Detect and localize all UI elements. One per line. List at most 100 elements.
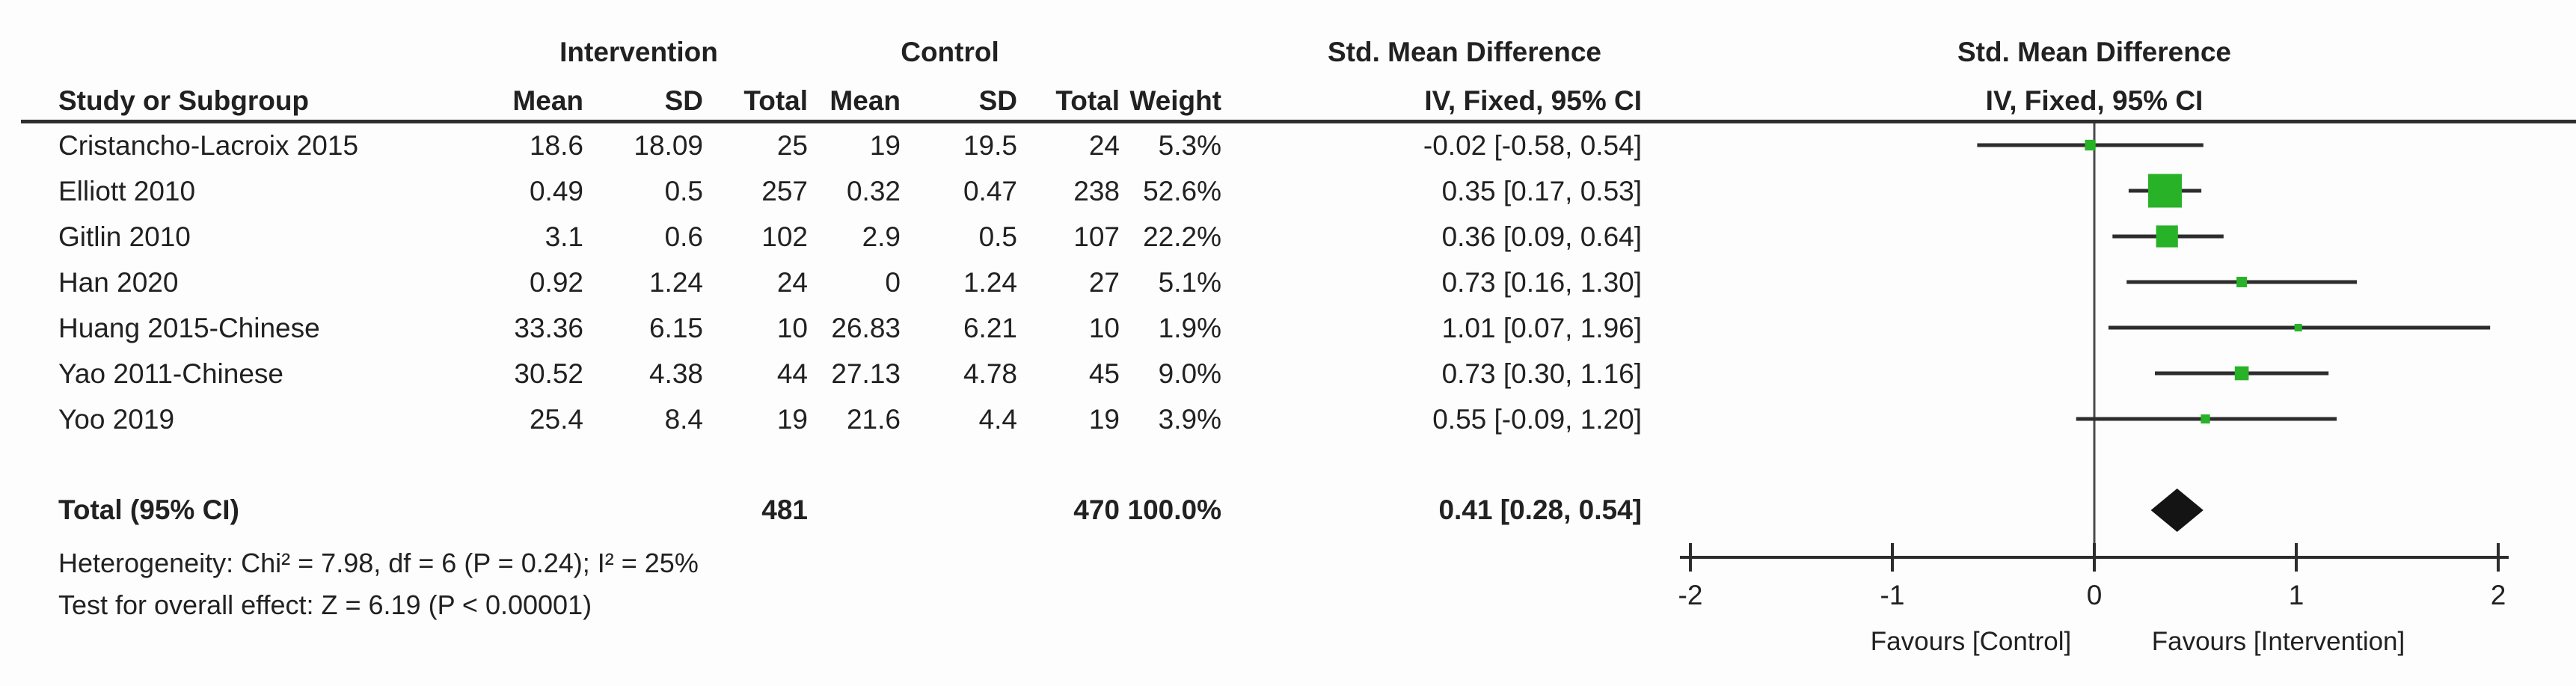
cell-study-name: Yoo 2019 bbox=[58, 404, 175, 435]
col-header-model: IV, Fixed, 95% CI bbox=[1424, 85, 1642, 116]
effect-square bbox=[2234, 366, 2249, 381]
cell-weight: 22.2% bbox=[1143, 221, 1221, 252]
cell-study-name: Cristancho-Lacroix 2015 bbox=[58, 130, 359, 161]
cell-ctl-total: 10 bbox=[1088, 313, 1120, 343]
cell-int-mean: 25.4 bbox=[529, 404, 583, 435]
cell-weight: 5.3% bbox=[1158, 130, 1221, 161]
cell-weight: 5.1% bbox=[1158, 267, 1221, 298]
cell-ctl-mean: 2.9 bbox=[862, 221, 901, 252]
cell-smd-ci: 0.73 [0.16, 1.30] bbox=[1441, 267, 1642, 298]
overall-effect-line: Test for overall effect: Z = 6.19 (P < 0… bbox=[58, 589, 592, 620]
effect-square bbox=[2156, 225, 2178, 248]
header-rule bbox=[21, 120, 2576, 123]
cell-ctl-total: 24 bbox=[1088, 130, 1120, 161]
total-row-label: Total (95% CI) bbox=[58, 494, 239, 525]
cell-ctl-mean: 0 bbox=[885, 267, 901, 298]
cell-ctl-sd: 1.24 bbox=[963, 267, 1017, 298]
cell-weight: 1.9% bbox=[1158, 313, 1221, 343]
cell-int-sd: 0.6 bbox=[664, 221, 703, 252]
cell-smd-ci: -0.02 [-0.58, 0.54] bbox=[1423, 130, 1642, 161]
cell-ctl-mean: 27.13 bbox=[831, 358, 901, 389]
favours-right-label: Favours [Intervention] bbox=[2152, 627, 2405, 656]
cell-smd-ci: 0.73 [0.30, 1.16] bbox=[1441, 358, 1642, 389]
total-ctl-total: 470 bbox=[1073, 494, 1120, 525]
cell-int-total: 10 bbox=[776, 313, 808, 343]
cell-ctl-sd: 4.78 bbox=[963, 358, 1017, 389]
cell-smd-ci: 0.55 [-0.09, 1.20] bbox=[1432, 404, 1642, 435]
cell-int-sd: 18.09 bbox=[634, 130, 703, 161]
cell-int-total: 24 bbox=[776, 267, 808, 298]
cell-int-sd: 8.4 bbox=[664, 404, 703, 435]
cell-study-name: Han 2020 bbox=[58, 267, 179, 298]
cell-int-total: 19 bbox=[776, 404, 808, 435]
total-smd-ci: 0.41 [0.28, 0.54] bbox=[1438, 494, 1642, 525]
cell-smd-ci: 0.36 [0.09, 0.64] bbox=[1441, 221, 1642, 252]
cell-study-name: Huang 2015-Chinese bbox=[58, 313, 320, 343]
cell-study-name: Elliott 2010 bbox=[58, 176, 196, 206]
effect-square bbox=[2294, 324, 2302, 331]
cell-ctl-total: 107 bbox=[1073, 221, 1120, 252]
col-header-int-mean: Mean bbox=[512, 85, 583, 116]
cell-ctl-mean: 21.6 bbox=[846, 404, 901, 435]
cell-weight: 52.6% bbox=[1143, 176, 1221, 206]
cell-ctl-total: 27 bbox=[1088, 267, 1120, 298]
overall-diamond bbox=[2150, 489, 2204, 532]
tick-label: -2 bbox=[1678, 580, 1703, 610]
cell-weight: 3.9% bbox=[1158, 404, 1221, 435]
cell-int-mean: 30.52 bbox=[514, 358, 583, 389]
col-header-ctl-sd: SD bbox=[978, 85, 1017, 116]
col-header-weight: Weight bbox=[1129, 85, 1221, 116]
effect-square bbox=[2148, 174, 2182, 208]
cell-int-total: 44 bbox=[776, 358, 808, 389]
cell-weight: 9.0% bbox=[1158, 358, 1221, 389]
cell-ctl-mean: 0.32 bbox=[846, 176, 901, 206]
effect-square bbox=[2085, 139, 2096, 151]
cell-ctl-sd: 0.5 bbox=[978, 221, 1017, 252]
group-header-intervention: Intervention bbox=[559, 37, 718, 67]
cell-ctl-total: 238 bbox=[1073, 176, 1120, 206]
smd-plot-header: Std. Mean Difference bbox=[1957, 37, 2231, 67]
cell-int-mean: 18.6 bbox=[529, 130, 583, 161]
plot-header-model: IV, Fixed, 95% CI bbox=[1985, 85, 2204, 116]
tick-label: 1 bbox=[2289, 580, 2304, 610]
cell-int-total: 25 bbox=[776, 130, 808, 161]
cell-ctl-sd: 4.4 bbox=[978, 404, 1017, 435]
cell-int-total: 102 bbox=[761, 221, 808, 252]
cell-int-sd: 0.5 bbox=[664, 176, 703, 206]
smd-column-header: Std. Mean Difference bbox=[1328, 37, 1601, 67]
col-header-int-sd: SD bbox=[664, 85, 703, 116]
cell-int-sd: 1.24 bbox=[648, 267, 703, 298]
cell-smd-ci: 1.01 [0.07, 1.96] bbox=[1441, 313, 1642, 343]
total-weight: 100.0% bbox=[1127, 494, 1222, 525]
cell-int-mean: 3.1 bbox=[545, 221, 583, 252]
cell-int-sd: 6.15 bbox=[648, 313, 703, 343]
cell-study-name: Gitlin 2010 bbox=[58, 221, 191, 252]
group-header-control: Control bbox=[901, 37, 999, 67]
col-header-study: Study or Subgroup bbox=[58, 85, 310, 116]
cell-int-total: 257 bbox=[761, 176, 808, 206]
cell-ctl-total: 19 bbox=[1088, 404, 1120, 435]
col-header-ctl-mean: Mean bbox=[829, 85, 901, 116]
cell-ctl-total: 45 bbox=[1088, 358, 1120, 389]
cell-ctl-mean: 26.83 bbox=[831, 313, 901, 343]
cell-smd-ci: 0.35 [0.17, 0.53] bbox=[1441, 176, 1642, 206]
cell-int-mean: 0.49 bbox=[529, 176, 583, 206]
cell-ctl-mean: 19 bbox=[869, 130, 901, 161]
tick-label: -1 bbox=[1880, 580, 1905, 610]
cell-study-name: Yao 2011-Chinese bbox=[58, 358, 284, 389]
effect-square bbox=[2236, 276, 2248, 288]
favours-left-label: Favours [Control] bbox=[1871, 627, 2071, 656]
tick-label: 0 bbox=[2087, 580, 2103, 610]
heterogeneity-line: Heterogeneity: Chi² = 7.98, df = 6 (P = … bbox=[58, 548, 699, 578]
total-int-total: 481 bbox=[761, 494, 808, 525]
effect-square bbox=[2201, 414, 2210, 424]
cell-int-sd: 4.38 bbox=[648, 358, 703, 389]
cell-ctl-sd: 19.5 bbox=[963, 130, 1017, 161]
cell-ctl-sd: 0.47 bbox=[963, 176, 1017, 206]
col-header-ctl-total: Total bbox=[1055, 85, 1120, 116]
tick-label: 2 bbox=[2491, 580, 2506, 610]
col-header-int-total: Total bbox=[743, 85, 808, 116]
cell-int-mean: 33.36 bbox=[514, 313, 583, 343]
